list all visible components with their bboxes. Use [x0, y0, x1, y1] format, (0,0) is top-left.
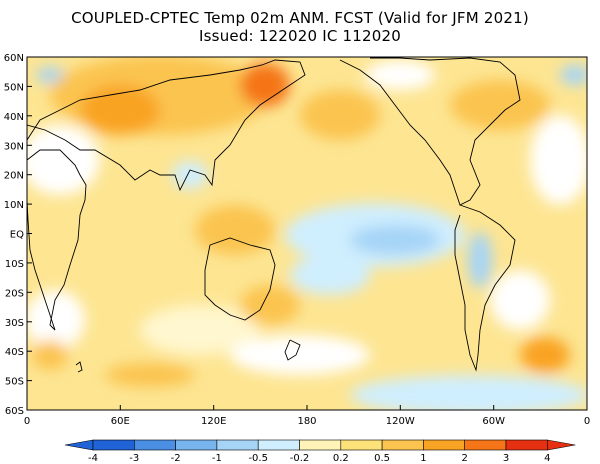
colorbar-level-label: 1: [420, 453, 426, 464]
colorbar-level-label: -0.5: [248, 453, 268, 464]
issued-subtitle: Issued: 122020 IC 112020: [199, 27, 401, 45]
colorbar-box: [340, 439, 383, 451]
colorbar-box: [299, 439, 342, 451]
colorbar-level-label: -2: [171, 453, 181, 464]
lat-label-10n: 10N: [4, 200, 24, 211]
coastlines: [27, 57, 521, 373]
colorbar: -4 -3 -2 -1 -0.5 -0.2 0.2 0.5 1 2 3 4: [64, 439, 576, 464]
lat-label-20s: 20S: [5, 288, 24, 299]
colorbar-box: [505, 439, 548, 451]
lat-label-50s: 50S: [5, 377, 24, 388]
colorbar-level-label: 0.2: [333, 453, 349, 464]
colorbar-arrow-low: [64, 439, 94, 451]
lat-label-50n: 50N: [4, 82, 24, 93]
lat-label-30n: 30N: [4, 141, 24, 152]
lon-label-120e: 120E: [201, 416, 226, 427]
lon-label-0-east: 0: [584, 416, 590, 427]
lon-label-120w: 120W: [386, 416, 415, 427]
lat-label-30s: 30S: [5, 318, 24, 329]
lon-label-60w: 60W: [482, 416, 505, 427]
colorbar-box: [257, 439, 300, 451]
colorbar-box: [381, 439, 424, 451]
colorbar-box: [216, 439, 259, 451]
colorbar-level-label: -3: [129, 453, 139, 464]
longitude-axis: 0 60E 120E 180 120W 60W 0: [24, 405, 590, 427]
lat-label-40n: 40N: [4, 112, 24, 123]
lat-label-10s: 10S: [5, 259, 24, 270]
latitude-axis: 60N 50N 40N 30N 20N 10N EQ 10S 20S 30S 4…: [4, 53, 32, 417]
lon-label-180: 180: [297, 416, 316, 427]
colorbar-level-label: -0.2: [290, 453, 310, 464]
colorbar-level-label: 3: [503, 453, 509, 464]
anomaly-field: [27, 57, 587, 410]
colorbar-level-label: 2: [462, 453, 468, 464]
lat-label-40s: 40S: [5, 347, 24, 358]
colorbar-box: [464, 439, 507, 451]
map-title: COUPLED-CPTEC Temp 02m ANM. FCST (Valid …: [71, 9, 529, 27]
lat-label-60n: 60N: [4, 53, 24, 64]
colorbar-box: [423, 439, 465, 451]
colorbar-box: [134, 439, 176, 451]
lat-label-20n: 20N: [4, 171, 24, 182]
colorbar-level-label: 4: [544, 453, 550, 464]
lon-label-0-west: 0: [24, 416, 30, 427]
lat-label-60s: 60S: [5, 406, 24, 417]
colorbar-arrow-high: [546, 439, 576, 451]
lat-label-eq: EQ: [10, 230, 24, 241]
colorbar-level-label: 0.5: [374, 453, 390, 464]
colorbar-level-label: -1: [212, 453, 222, 464]
colorbar-box: [175, 439, 218, 451]
colorbar-level-label: -4: [88, 453, 98, 464]
colorbar-box: [92, 439, 135, 451]
lon-label-60e: 60E: [111, 416, 130, 427]
